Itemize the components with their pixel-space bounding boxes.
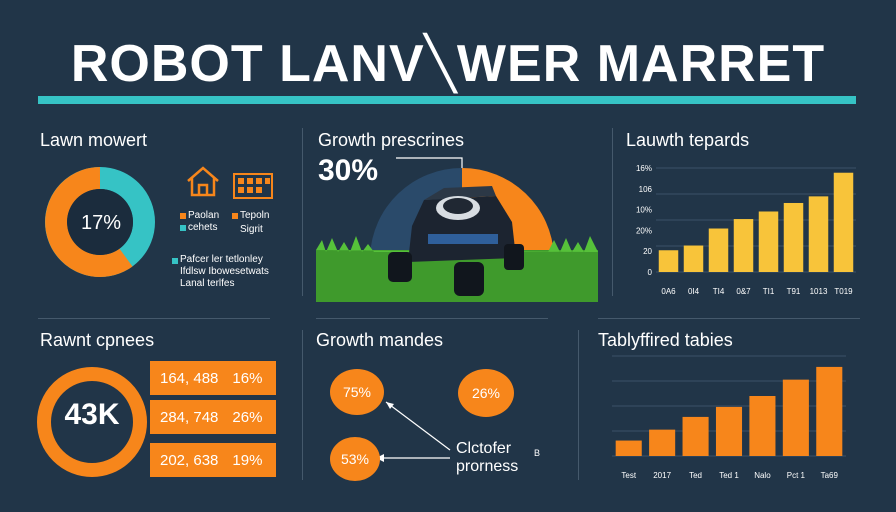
- bar: [783, 202, 804, 272]
- company-row: 164, 488 16%: [150, 361, 276, 395]
- mower-top: [424, 186, 496, 200]
- y-tick-label: 106: [639, 185, 653, 194]
- company-row: 202, 638 19%: [150, 443, 276, 477]
- x-tick-label: 0A6: [661, 287, 676, 296]
- panel-title-tables: Tablyffired tabies: [598, 330, 733, 350]
- bar: [816, 366, 843, 456]
- x-tick-label: TI1: [763, 287, 775, 296]
- company-value: 202, 638: [160, 451, 219, 469]
- note-line: Pafcer ler tetlonley: [180, 254, 263, 265]
- donut-slice-share: [45, 167, 133, 277]
- calendar-icon: [233, 173, 273, 199]
- x-tick-label: 1013: [810, 287, 828, 296]
- legend-swatch-orange: [180, 213, 186, 219]
- x-tick-label: 0&7: [736, 287, 751, 296]
- x-tick-label: T019: [834, 287, 853, 296]
- bar: [682, 416, 709, 456]
- bar: [733, 219, 754, 272]
- callout-line-2: prorness: [456, 458, 519, 475]
- divider: [302, 330, 303, 480]
- x-tick-label: Ta69: [821, 471, 839, 480]
- panel-title-growth-trends: Lauwth tepards: [626, 130, 750, 150]
- growth-bubble: 75%: [330, 369, 384, 415]
- divider: [38, 318, 270, 319]
- x-tick-label: TI4: [713, 287, 725, 296]
- company-row: 284, 748 26%: [150, 400, 276, 434]
- note-line: Lanal terlfes: [180, 278, 235, 289]
- panel-title-growth-prescriptions: Growth prescrines: [318, 130, 465, 150]
- x-tick-label: Test: [621, 471, 636, 480]
- mower-dome: [443, 198, 473, 214]
- divider: [578, 330, 579, 480]
- ring-gauge: [37, 367, 147, 477]
- divider: [302, 128, 303, 296]
- mower-wheel-left: [388, 252, 412, 282]
- y-tick-label: 10%: [636, 206, 652, 215]
- note-line: Ifdlsw Ibowesetwats: [180, 266, 269, 277]
- x-tick-label: Pct 1: [787, 471, 806, 480]
- mower-wheel-right: [504, 244, 524, 270]
- x-tick-label: T91: [787, 287, 801, 296]
- house-icon: [187, 166, 219, 197]
- donut-hole: [67, 189, 133, 255]
- legend-label: Sigrit: [240, 224, 263, 235]
- company-pct: 19%: [232, 451, 263, 469]
- donut-chart: [45, 167, 155, 277]
- divider: [612, 128, 613, 296]
- bar: [833, 172, 854, 272]
- page-title: ROBOT LANV╲WER MARRET: [70, 35, 826, 93]
- bar: [658, 250, 679, 272]
- y-tick-label: 20: [643, 247, 652, 256]
- donut-center-label: 17%: [80, 212, 122, 234]
- callout-line-1: Clctofer: [456, 440, 512, 457]
- bar: [758, 211, 779, 272]
- x-tick-label: Nalo: [754, 471, 771, 480]
- company-pct: 26%: [232, 408, 263, 426]
- legend-label: cehets: [188, 222, 218, 233]
- y-tick-label: 16%: [636, 164, 652, 173]
- mower-body: [408, 196, 516, 262]
- legend-swatch-orange: [232, 213, 238, 219]
- ring-value: 43K: [64, 398, 120, 431]
- bar: [715, 406, 743, 456]
- growth-trends-bar-chart: 16% 106 10% 20% 20 0 0A6 0I4 TI4 0&7 TI1 T91 1013 T01…: [636, 164, 856, 296]
- callout-marker: B: [534, 448, 541, 458]
- y-tick-label: 20%: [636, 226, 652, 235]
- bar: [708, 228, 729, 272]
- divider: [598, 318, 860, 319]
- panel-title-recent-companies: Rawnt cpnees: [40, 330, 155, 350]
- mower-wheel-front: [454, 262, 484, 296]
- x-tick-label: 0I4: [688, 287, 700, 296]
- x-tick-label: Ted 1: [719, 471, 739, 480]
- growth-bubble: 26%: [458, 369, 514, 417]
- mower-illustration: [316, 157, 598, 302]
- callout-label: Clctofer prorness: [456, 440, 518, 476]
- bar: [749, 396, 776, 456]
- legend-label: Tepoln: [240, 210, 270, 221]
- title-underline: [38, 96, 856, 104]
- company-value: 164, 488: [160, 369, 219, 387]
- bar: [615, 440, 642, 456]
- company-value: 284, 748: [160, 408, 219, 426]
- legend-swatch-teal: [180, 225, 186, 231]
- bar: [808, 196, 829, 272]
- bar: [649, 429, 676, 456]
- callout-arrows: [376, 401, 451, 462]
- growth-value: 30%: [318, 154, 379, 187]
- growth-bubble: 53%: [330, 437, 380, 481]
- bar: [782, 379, 809, 456]
- note-bullet: [172, 258, 178, 264]
- grass-blades: [316, 236, 598, 252]
- bar: [683, 245, 704, 272]
- tables-bar-chart: Test 2017 Ted Ted 1 Nalo Pct 1 Ta69: [612, 355, 846, 480]
- y-tick-label: 0: [648, 268, 653, 277]
- mower-stripe: [428, 234, 498, 244]
- company-pct: 16%: [232, 369, 263, 387]
- legend-label: Paolan: [188, 210, 220, 221]
- x-tick-label: Ted: [689, 471, 702, 480]
- panel-title-growth-mandes: Growth mandes: [316, 330, 444, 350]
- panel-title-lawn-mowers: Lawn mowert: [40, 130, 148, 150]
- divider: [316, 318, 548, 319]
- x-tick-label: 2017: [653, 471, 671, 480]
